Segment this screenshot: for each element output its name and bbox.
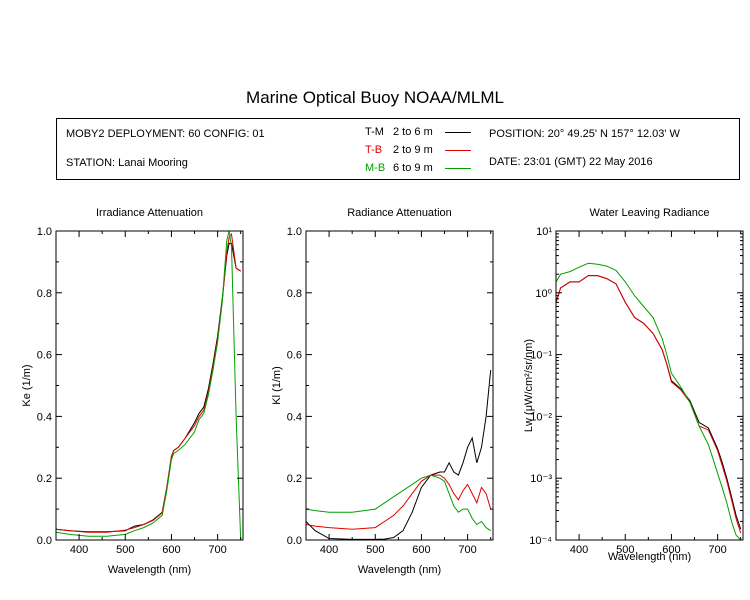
series-line-2: [56, 232, 241, 533]
series-line-3: [56, 231, 242, 540]
series-line-1: [56, 242, 241, 533]
x-axis-label: Wavelength (nm): [608, 551, 691, 563]
series-line-3: [556, 262, 742, 540]
series-line-1: [306, 369, 492, 540]
series-line-1: [556, 275, 742, 530]
y-axis-label: Kl (1/m): [271, 366, 283, 405]
panel-title: Water Leaving Radiance: [589, 207, 709, 219]
y-tick-label: 0.8: [287, 288, 302, 300]
y-tick-label: 0.8: [37, 288, 52, 300]
legend-code-mb: M-B: [365, 162, 386, 174]
y-tick-label: 10⁻³: [530, 473, 552, 485]
legend-line-mb: [445, 168, 471, 169]
y-tick-label: 0.2: [287, 473, 302, 485]
chart-panel-3: Water Leaving Radiance 400 500 600 700 10⁻⁴ 10…: [523, 207, 744, 563]
y-tick-label: 1.0: [287, 226, 302, 238]
legend-line-tm: [445, 132, 471, 133]
legend-line-tb: [445, 150, 471, 151]
y-tick-label: 10⁻⁴: [529, 535, 552, 547]
chart-title: Marine Optical Buoy NOAA/MLML: [246, 88, 504, 107]
x-tick-label: 700: [208, 544, 226, 556]
plot-frame: [555, 230, 744, 541]
chart-panel-1: Irradiance Attenuation 400 500 600 700 0.0 0.2…: [21, 207, 244, 576]
x-axis-label: Wavelength (nm): [108, 564, 191, 576]
y-tick-label: 0.6: [37, 350, 52, 362]
y-tick-label: 1.0: [37, 226, 52, 238]
legend-range-tm: 2 to 6 m: [393, 126, 433, 138]
x-tick-label: 700: [458, 544, 476, 556]
x-tick-label: 600: [162, 544, 180, 556]
x-tick-label: 500: [116, 544, 134, 556]
x-tick-label: 500: [366, 544, 384, 556]
x-tick-label: 400: [320, 544, 338, 556]
y-tick-label: 0.2: [37, 473, 52, 485]
legend-code-tb: T-B: [365, 144, 383, 156]
x-tick-label: 600: [662, 544, 680, 556]
position-text: POSITION: 20° 49.25' N 157° 12.03' W: [489, 128, 680, 140]
legend-code-tm: T-M: [365, 126, 384, 138]
series-group: [306, 369, 492, 540]
series-line-2: [306, 474, 492, 530]
y-axis-label: Ke (1/m): [21, 364, 33, 406]
info-box: MOBY2 DEPLOYMENT: 60 CONFIG: 01 STATION:…: [56, 118, 740, 180]
series-line-2: [556, 275, 742, 534]
y-tick-label: 0.4: [37, 411, 52, 423]
x-tick-label: 500: [616, 544, 634, 556]
y-tick-label: 10¹: [536, 226, 552, 238]
y-axis-label: Lw (μW/cm²/sr/nm): [523, 339, 535, 432]
legend-range-tb: 2 to 9 m: [393, 144, 433, 156]
x-tick-label: 700: [708, 544, 726, 556]
x-tick-label: 600: [412, 544, 430, 556]
date-text: DATE: 23:01 (GMT) 22 May 2016: [489, 156, 653, 168]
y-tick-label: 10⁻²: [530, 411, 552, 423]
panel-title: Radiance Attenuation: [347, 207, 452, 219]
y-tick-label: 0.6: [287, 350, 302, 362]
deployment-text: MOBY2 DEPLOYMENT: 60 CONFIG: 01: [66, 128, 265, 140]
series-group: [56, 231, 242, 540]
y-tick-label: 0.0: [37, 535, 52, 547]
series-group: [556, 262, 742, 540]
x-tick-label: 400: [70, 544, 88, 556]
y-tick-label: 10⁰: [535, 288, 552, 300]
plot-frame: [305, 230, 494, 541]
y-tick-label: 0.0: [287, 535, 302, 547]
y-tick-label: 10⁻¹: [530, 350, 552, 362]
x-axis-label: Wavelength (nm): [358, 564, 441, 576]
panel-title: Irradiance Attenuation: [96, 207, 203, 219]
y-tick-label: 0.4: [287, 411, 302, 423]
x-tick-label: 400: [570, 544, 588, 556]
plot-frame: [55, 230, 244, 541]
legend-range-mb: 6 to 9 m: [393, 162, 433, 174]
station-text: STATION: Lanai Mooring: [66, 157, 188, 169]
series-line-3: [306, 474, 491, 532]
chart-panel-2: Radiance Attenuation 400 500 600 700 0.0 0.2 0.…: [271, 207, 494, 576]
